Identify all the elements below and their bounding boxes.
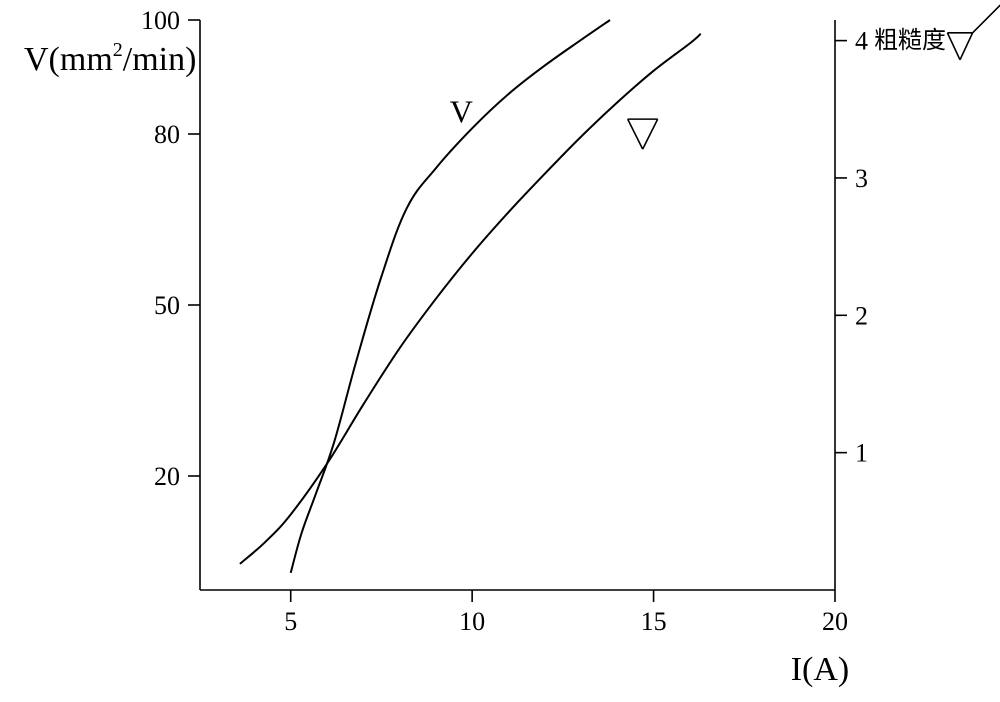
series-roughness-label-icon [628,119,658,149]
y-left-tick-label: 100 [141,6,180,35]
y-left-axis-title: V(mm2/min) [24,39,196,78]
y-right-tick-label: 2 [855,301,868,330]
roughness-tail-line [973,0,1000,32]
y-right-tick-label: 1 [855,439,868,468]
y-left-tick-label: 50 [154,291,180,320]
y-right-tick-label: 3 [855,164,868,193]
x-axis-title: I(A) [791,651,850,688]
chart-svg: 20 50 80 100 1 2 3 4 5 10 15 20 I(A) V(mm2/min) 粗糙度 V [0,0,1000,702]
x-tick-label: 20 [822,607,848,636]
triangle-down-icon [947,33,972,60]
x-tick-label: 15 [641,607,667,636]
y-right-axis-title: 粗糙度 [874,27,946,54]
series-v-label: V [450,94,473,130]
roughness-symbol-header [947,0,1000,59]
y-right-tick-label: 4 [855,27,868,56]
x-tick-label: 10 [459,607,485,636]
chart-root: 20 50 80 100 1 2 3 4 5 10 15 20 I(A) V(mm2/min) 粗糙度 V [0,0,1000,702]
axes-group: 20 50 80 100 1 2 3 4 5 10 15 20 I(A) V(mm2/min) 粗糙度 [24,6,946,688]
y-left-tick-label: 20 [154,462,180,491]
x-tick-label: 5 [284,607,297,636]
y-left-tick-label: 80 [154,120,180,149]
